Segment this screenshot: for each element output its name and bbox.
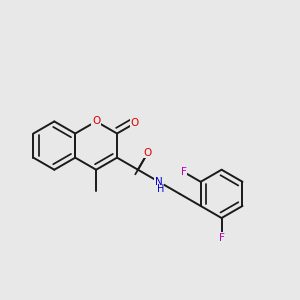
Text: O: O [92,116,100,126]
Text: N: N [155,177,163,187]
Text: O: O [144,148,152,158]
Text: O: O [131,118,139,128]
Text: F: F [219,233,224,243]
Text: F: F [181,167,187,177]
Text: H: H [157,184,164,194]
